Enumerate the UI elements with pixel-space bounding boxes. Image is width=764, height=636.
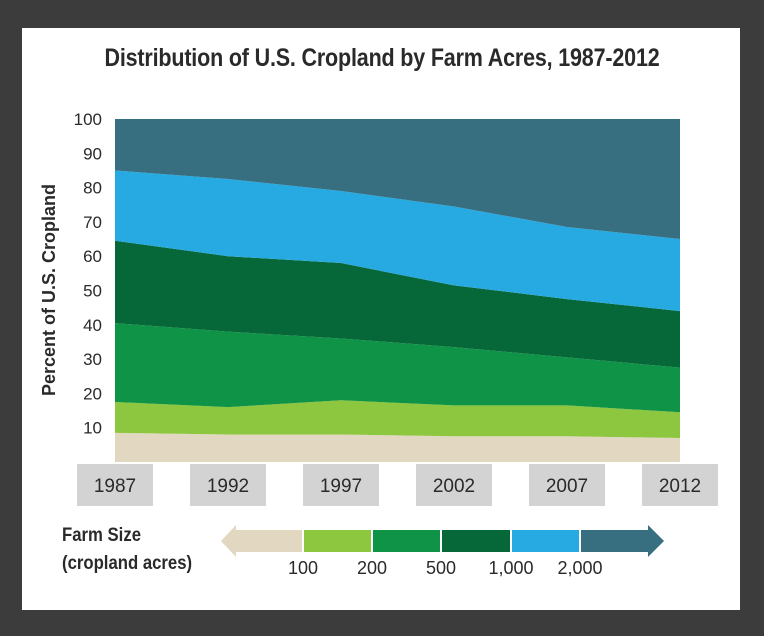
x-tick-label: 2012 xyxy=(659,476,701,497)
area-series-4 xyxy=(115,170,680,312)
x-tick-label: 2002 xyxy=(433,476,475,497)
legend-tick-label: 200 xyxy=(357,558,387,578)
area-series-3 xyxy=(115,240,680,368)
x-tick-label: 1997 xyxy=(320,476,362,497)
y-tick-label: 100 xyxy=(74,110,102,129)
legend-tick-label: 1,000 xyxy=(488,558,533,578)
legend-tick-label: 2,000 xyxy=(557,558,602,578)
legend-tick-label: 500 xyxy=(426,558,456,578)
y-tick-label: 70 xyxy=(83,213,102,232)
legend-title-line2: (cropland acres) xyxy=(62,553,193,574)
area-series-5 xyxy=(115,119,680,240)
x-tick-box xyxy=(529,464,605,506)
y-axis-label: Percent of U.S. Cropland xyxy=(39,184,59,396)
y-tick-label: 40 xyxy=(83,316,102,335)
y-tick-label: 50 xyxy=(83,282,102,301)
x-tick-box xyxy=(642,464,718,506)
x-tick-box xyxy=(190,464,266,506)
x-tick-label: 1992 xyxy=(207,476,249,497)
legend-swatch-0 xyxy=(232,530,303,552)
area-series-1 xyxy=(115,400,680,438)
legend-swatch-1 xyxy=(303,530,372,552)
legend-swatch-4 xyxy=(511,530,580,552)
legend-title-line1: Farm Size xyxy=(62,525,141,546)
y-tick-label: 30 xyxy=(83,350,102,369)
x-tick-label: 2007 xyxy=(546,476,588,497)
legend-tick-label: 100 xyxy=(288,558,318,578)
area-series-2 xyxy=(115,323,680,413)
legend-title: Farm Size (cropland acres) xyxy=(62,522,192,578)
legend-swatch-3 xyxy=(441,530,511,552)
y-tick-label: 10 xyxy=(83,419,102,438)
x-tick-box xyxy=(416,464,492,506)
y-tick-label: 20 xyxy=(83,384,102,403)
legend-swatch-2 xyxy=(372,530,441,552)
legend-arrow-right xyxy=(648,525,664,557)
y-tick-label: 90 xyxy=(83,144,102,163)
area-series-0 xyxy=(115,432,680,462)
x-tick-box xyxy=(77,464,153,506)
y-tick-label: 60 xyxy=(83,247,102,266)
legend-swatch-5 xyxy=(580,530,650,552)
x-tick-box xyxy=(303,464,379,506)
y-tick-label: 80 xyxy=(83,179,102,198)
chart-title: Distribution of U.S. Cropland by Farm Ac… xyxy=(104,44,660,72)
x-tick-label: 1987 xyxy=(94,476,136,497)
